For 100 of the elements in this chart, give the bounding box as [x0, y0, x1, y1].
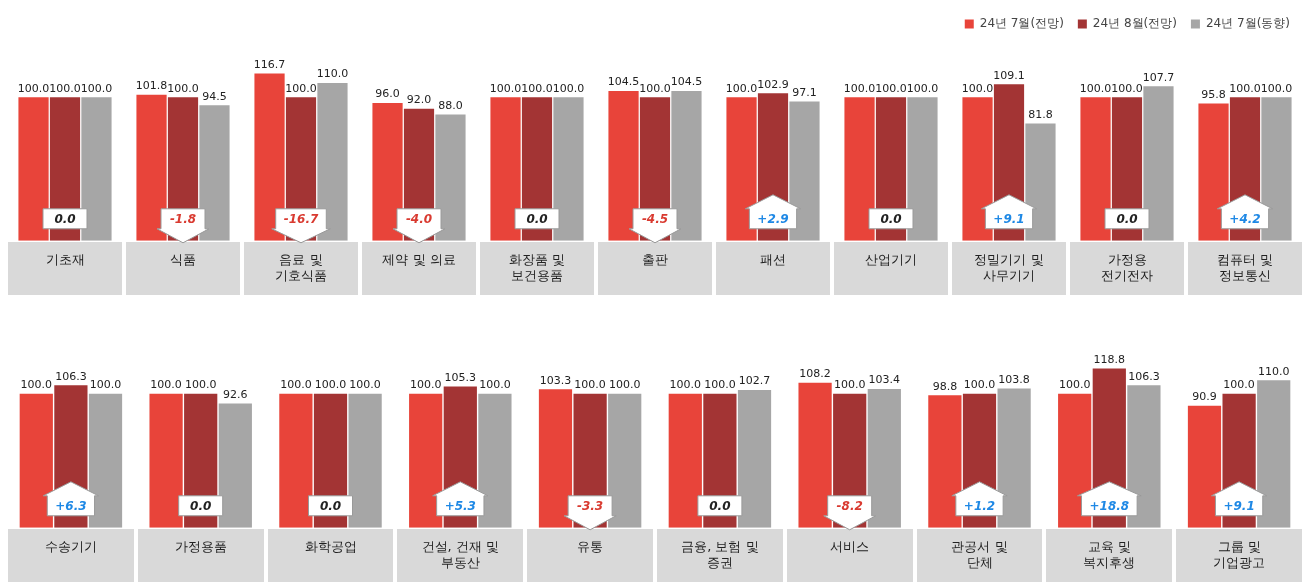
data-label: 104.5 — [607, 75, 640, 89]
data-label: 100.0 — [552, 81, 585, 95]
bar — [19, 393, 53, 528]
x-tick-label: 서비스 — [830, 538, 870, 554]
data-label: 100.0 — [639, 81, 671, 95]
bar — [1257, 380, 1291, 528]
annotation: 0.0 — [54, 211, 76, 226]
data-label: 92.0 — [406, 93, 432, 107]
annotation: -4.0 — [405, 211, 433, 226]
data-label: 100.0 — [574, 378, 606, 392]
data-label: 104.5 — [670, 75, 703, 89]
data-label: 100.0 — [280, 378, 312, 392]
data-label: 81.8 — [1028, 107, 1053, 121]
data-label: 103.4 — [868, 373, 901, 387]
x-tick-label: 식품 — [170, 251, 196, 267]
data-label: 100.0 — [608, 378, 641, 392]
x-tick-label: 음료 및 기호식품 — [275, 251, 327, 283]
bar — [435, 114, 466, 241]
data-label: 100.0 — [963, 378, 996, 392]
data-label: 100.0 — [669, 378, 702, 392]
data-label: 100.0 — [1229, 81, 1261, 95]
bar — [279, 393, 313, 528]
data-label: 100.0 — [184, 378, 217, 392]
data-label: 100.0 — [150, 378, 182, 392]
data-label: 106.3 — [1128, 369, 1160, 383]
annotation: +9.1 — [1223, 498, 1255, 513]
annotation: -1.8 — [169, 211, 197, 226]
x-tick-label: 유통 — [577, 538, 604, 554]
data-label: 107.7 — [1142, 70, 1175, 84]
annotation: +5.3 — [444, 498, 476, 513]
data-label: 100.0 — [833, 378, 866, 392]
bar — [1058, 393, 1092, 528]
x-tick-label: 패션 — [760, 251, 786, 267]
data-label: 88.0 — [438, 98, 463, 112]
data-label: 100.0 — [314, 378, 347, 392]
annotation: 0.0 — [319, 498, 342, 513]
x-tick-label: 출판 — [642, 251, 668, 267]
x-tick-label: 제약 및 의료 — [382, 251, 456, 267]
data-label: 100.0 — [843, 81, 876, 95]
data-label: 103.3 — [539, 373, 572, 387]
bar — [478, 393, 512, 528]
annotation: +1.2 — [963, 498, 996, 513]
data-label: 100.0 — [1079, 81, 1112, 95]
x-tick-label: 그룹 및 기업광고 — [1213, 538, 1266, 570]
data-label: 100.0 — [285, 81, 317, 95]
x-tick-label: 건설, 건재 및 부동산 — [421, 538, 499, 570]
x-tick-label: 교육 및 복지후생 — [1083, 538, 1136, 570]
x-tick-label: 관공서 및 단체 — [951, 538, 1008, 570]
bar — [1143, 86, 1174, 241]
bar — [1187, 405, 1222, 528]
legend-label: 24년 7월(동향) — [1205, 16, 1291, 31]
data-label: 100.0 — [906, 81, 939, 95]
data-label: 102.7 — [738, 374, 771, 388]
bar — [372, 103, 403, 241]
bar — [538, 389, 573, 528]
data-label: 100.0 — [1223, 378, 1255, 392]
bar — [199, 105, 230, 241]
annotation: +9.1 — [993, 211, 1025, 226]
data-label: 100.0 — [89, 378, 122, 392]
bar — [254, 73, 285, 241]
bar — [1025, 123, 1056, 241]
data-label: 100.0 — [521, 81, 553, 95]
bar — [553, 97, 584, 241]
bar — [844, 97, 875, 241]
bar — [136, 94, 167, 241]
data-label: 100.0 — [349, 378, 381, 392]
data-label: 110.0 — [316, 67, 349, 81]
x-tick-label: 화학공업 — [304, 538, 357, 554]
bar — [737, 390, 772, 528]
data-label: 101.8 — [135, 79, 168, 93]
annotation: +6.3 — [55, 498, 87, 513]
data-label: 108.2 — [799, 367, 831, 381]
annotation: -8.2 — [836, 498, 863, 513]
data-label: 116.7 — [253, 57, 286, 71]
bar — [608, 393, 642, 528]
annotation: 0.0 — [709, 498, 731, 513]
bar — [81, 97, 112, 241]
data-label: 102.9 — [757, 77, 789, 91]
data-label: 100.0 — [1111, 81, 1143, 95]
bar — [149, 393, 183, 528]
bar — [789, 101, 820, 241]
data-label: 103.8 — [998, 372, 1030, 386]
data-label: 90.9 — [1192, 390, 1217, 404]
annotation: -3.3 — [576, 498, 604, 513]
bar — [997, 388, 1031, 528]
x-tick-label: 산업기기 — [865, 251, 917, 267]
data-label: 94.5 — [202, 89, 227, 103]
x-tick-label: 수송기기 — [44, 538, 97, 554]
legend-label: 24년 7월(전망) — [979, 16, 1064, 31]
data-label: 100.0 — [409, 378, 442, 392]
data-label: 100.0 — [704, 378, 736, 392]
bar — [1080, 97, 1111, 241]
bar — [928, 395, 962, 528]
data-label: 98.8 — [932, 379, 958, 393]
bar — [907, 97, 938, 241]
bar — [1198, 103, 1229, 241]
legend-label: 24년 8월(전망) — [1092, 16, 1177, 31]
annotation: +2.9 — [757, 211, 789, 226]
data-label: 118.8 — [1093, 352, 1126, 366]
bar — [668, 393, 702, 528]
